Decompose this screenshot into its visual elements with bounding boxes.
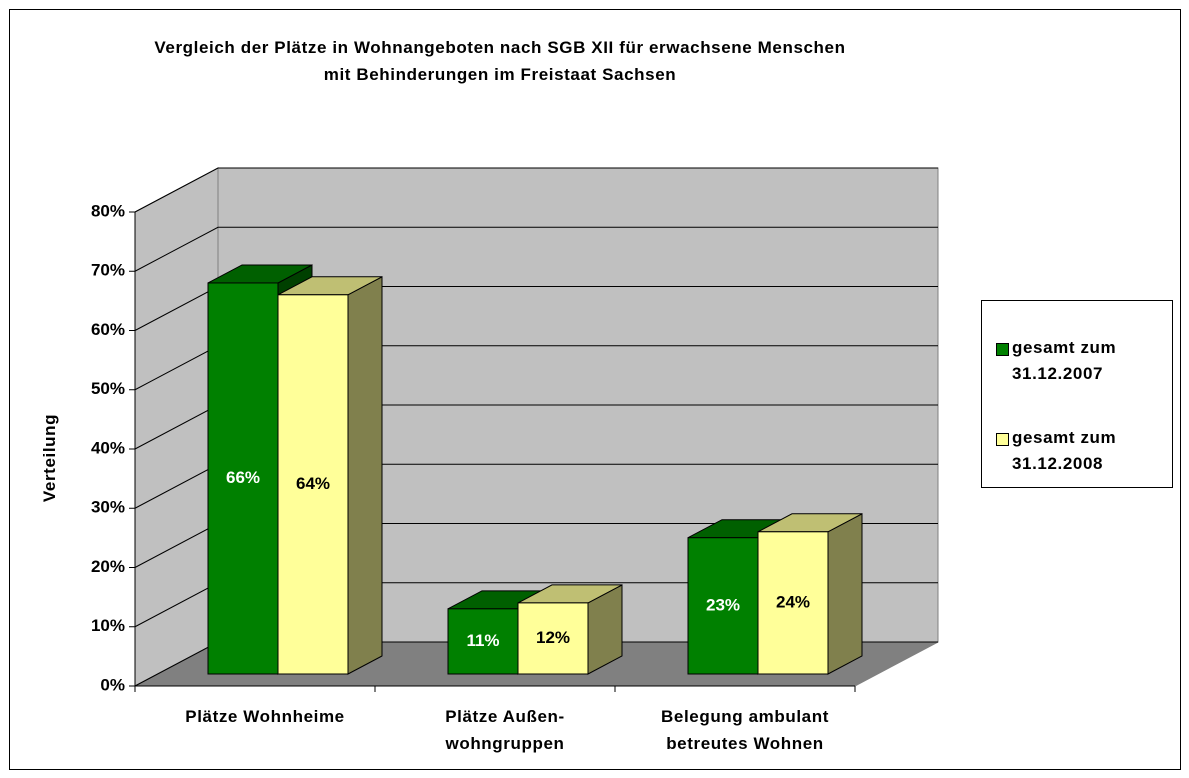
y-tick-label: 80% [91,201,125,220]
data-label: 24% [776,592,810,611]
y-tick-label: 20% [91,557,125,576]
x-tick-label: Plätze Außen- wohngruppen [445,707,565,753]
y-tick-label: 70% [91,261,125,280]
grid-line [134,167,938,213]
y-tick-label: 0% [100,675,125,694]
bar [757,531,829,675]
bar [277,294,349,675]
y-axis-label: Verteilung [40,413,59,503]
legend-swatch [996,343,1009,356]
plot: 0% 10% 20% 30% 40% 50% 60% 70% 80% 66% 64% 11% 12% 23… [91,167,939,694]
y-tick-label: 50% [91,379,125,398]
bar-side [827,512,863,675]
y-tick-label: 30% [91,498,125,517]
x-tick-label: Belegung ambulant betreutes Wohnen [661,707,829,753]
legend-label: gesamt zum 31.12.2008 [1012,428,1117,473]
bar [687,537,759,675]
legend-swatch [996,433,1009,446]
chart-title: Vergleich der Plätze in Wohnangeboten na… [154,38,846,84]
legend-label: gesamt zum 31.12.2007 [1012,338,1117,383]
grid-line [134,226,938,272]
x-tick-label: Plätze Wohnheime [185,707,345,726]
data-label: 11% [466,631,499,650]
bar [207,282,279,675]
bar [447,608,519,675]
y-tick-label: 10% [91,616,125,635]
bar [517,602,589,675]
frame [9,9,1181,770]
y-tick-label: 60% [91,320,125,339]
data-label: 23% [706,595,740,614]
data-label: 64% [296,474,330,493]
bar-side [347,275,383,675]
data-label: 66% [226,468,260,487]
y-tick-label: 40% [91,438,125,457]
data-label: 12% [536,628,570,647]
legend: gesamt zum 31.12.2007 gesamt zum 31.12.20… [981,300,1173,488]
